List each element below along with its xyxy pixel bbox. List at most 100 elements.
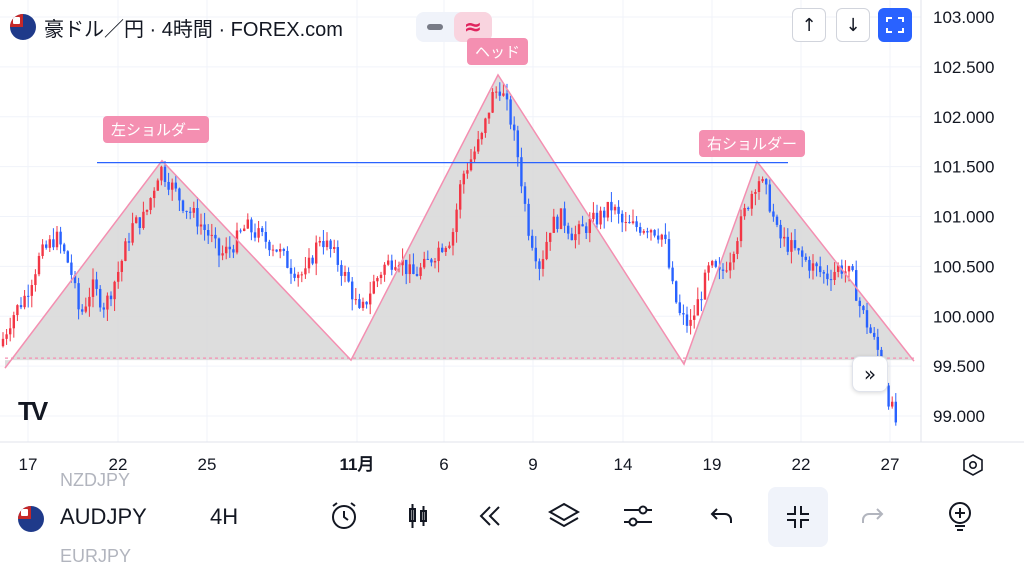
candle-body: [570, 233, 573, 241]
candle-body: [588, 219, 591, 233]
candle-body: [696, 299, 699, 316]
candle-body: [819, 266, 822, 273]
candle-body: [423, 258, 426, 268]
candle-body: [282, 249, 285, 251]
candle-body: [37, 255, 41, 275]
candle-body: [167, 181, 170, 190]
x-tick-label: 27: [881, 455, 900, 474]
tradingview-logo: TV: [18, 396, 48, 426]
go-to-realtime-button[interactable]: »: [852, 356, 888, 392]
candle-body: [829, 279, 833, 281]
candle-body: [289, 267, 293, 274]
candle-body: [27, 295, 30, 297]
replay-button[interactable]: [466, 492, 514, 540]
candle-body: [163, 166, 167, 182]
candle-body: [649, 230, 653, 233]
pattern-outline: [4, 73, 915, 369]
candle-body: [513, 124, 516, 131]
candle-body: [750, 193, 753, 209]
candle-body: [55, 231, 59, 248]
scroll-up-button[interactable]: ↑: [792, 8, 826, 42]
candle-body: [261, 228, 264, 232]
candle-body: [361, 301, 365, 308]
scroll-down-button[interactable]: ↓: [836, 8, 870, 42]
candle-body: [869, 327, 872, 333]
candle-body: [102, 307, 105, 310]
candle-body: [271, 249, 275, 251]
candle-body: [135, 217, 138, 224]
candle-body: [552, 216, 555, 233]
candle-body: [318, 241, 321, 243]
candle-body: [653, 230, 656, 236]
candle-body: [88, 296, 91, 307]
chart-settings-button[interactable]: [958, 450, 988, 480]
x-tick-label: 6: [439, 455, 448, 474]
candle-body: [315, 242, 318, 264]
candle-body: [351, 281, 354, 300]
chart-title: 豪ドル／円 · 4時間 · FOREX.com: [44, 18, 343, 41]
candle-body: [783, 236, 786, 239]
candle-body: [120, 260, 123, 272]
candle-body: [405, 259, 408, 275]
timeframe[interactable]: 4H: [210, 504, 239, 529]
candle-body: [23, 295, 26, 308]
candle-body: [401, 259, 404, 266]
candle-body: [275, 249, 278, 252]
minus-icon[interactable]: [416, 12, 454, 42]
candle-body: [685, 314, 689, 326]
prev-symbol[interactable]: NZDJPY: [60, 470, 131, 490]
candle-body: [178, 188, 181, 201]
fullscreen-button[interactable]: [878, 8, 912, 42]
candle-body: [700, 299, 703, 301]
candle-body: [9, 328, 12, 335]
idea-icon: [949, 502, 971, 531]
candle-body: [66, 251, 69, 263]
candle-body: [811, 263, 815, 271]
indicator-toggle[interactable]: ≈: [416, 12, 492, 42]
candle-body: [635, 221, 638, 228]
candle-body: [667, 239, 671, 268]
ideas-button[interactable]: [936, 492, 984, 540]
candle-body: [379, 274, 383, 279]
candle-body: [549, 232, 552, 242]
candle-body: [225, 246, 228, 254]
candle-body: [34, 274, 37, 286]
candle-body: [156, 180, 159, 191]
candle-body: [473, 151, 476, 160]
candle-body: [196, 208, 199, 227]
candle-body: [343, 271, 347, 276]
candle-body: [797, 248, 800, 251]
candle-body: [545, 241, 548, 260]
candle-body: [703, 272, 707, 300]
candle-body: [329, 240, 332, 250]
layers-button[interactable]: [540, 492, 588, 540]
y-tick-label: 101.500: [933, 158, 994, 177]
candle-body: [19, 305, 23, 308]
candle-body: [207, 230, 210, 236]
chart-type-button[interactable]: [394, 492, 442, 540]
y-tick-label: 103.000: [933, 8, 994, 27]
candle-body: [664, 234, 667, 240]
alert-button[interactable]: [320, 492, 368, 540]
next-symbol[interactable]: EURJPY: [60, 546, 132, 566]
candle-body: [660, 234, 663, 240]
undo-button[interactable]: [698, 492, 746, 540]
minimize-button[interactable]: [768, 487, 828, 547]
candle-body: [171, 182, 174, 190]
candle-body: [577, 224, 581, 235]
candle-body: [711, 261, 714, 266]
candle-body: [520, 157, 523, 187]
approx-icon[interactable]: ≈: [454, 12, 492, 42]
candle-body: [484, 118, 487, 134]
settings-button[interactable]: [614, 492, 662, 540]
x-tick-label: 11月: [340, 455, 375, 474]
candle-body: [444, 247, 447, 252]
candle-body: [297, 274, 300, 278]
candle-body: [185, 210, 188, 212]
candle-body: [253, 232, 257, 238]
redo-button[interactable]: [848, 492, 896, 540]
symbol-name[interactable]: AUDJPY: [60, 504, 147, 529]
candle-body: [837, 265, 840, 272]
candle-body: [621, 213, 624, 223]
